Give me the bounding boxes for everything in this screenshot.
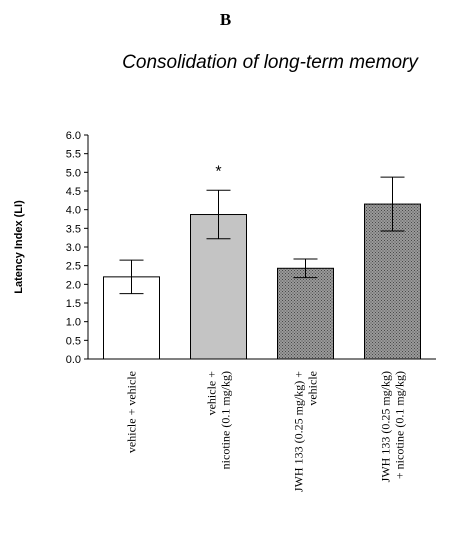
significance-marker: * [215, 163, 221, 180]
y-tick-label: 4.0 [66, 205, 81, 217]
y-tick-label: 2.0 [66, 279, 81, 291]
bar-4 [364, 203, 421, 360]
error-bar-1 [119, 259, 144, 295]
y-tick-label: 3.5 [66, 223, 81, 235]
x-tick-label: vehicle + vehicle [125, 371, 139, 453]
bar-3 [277, 267, 334, 360]
y-tick-label: 1.5 [66, 298, 81, 310]
y-tick-label: 2.5 [66, 261, 81, 273]
x-tick-label: JWH 133 (0.25 mg/kg) + [292, 371, 306, 492]
error-bar-2 [206, 189, 231, 240]
y-tick-label: 3.0 [66, 242, 81, 254]
error-bar-4 [380, 176, 405, 232]
x-tick-label: nicotine (0.1 mg/kg) [219, 371, 233, 469]
x-tick-label: vehicle [306, 371, 320, 406]
y-axis-label: Latency Index (LI) [13, 200, 25, 294]
panel-label: B [219, 10, 232, 29]
y-tick-label: 5.0 [66, 167, 81, 179]
chart-title: Consolidation of long-term memory [122, 52, 418, 73]
x-tick-label: + nicotine (0.1 mg/kg) [393, 371, 407, 479]
y-tick-label: 4.5 [66, 186, 81, 198]
y-tick-label: 0.5 [66, 335, 81, 347]
x-tick-label: JWH 133 (0.25 mg/kg) [379, 371, 393, 482]
x-tick-label: vehicle + [205, 371, 219, 416]
y-tick-label: 6.0 [66, 130, 81, 142]
y-tick-label: 5.5 [66, 149, 81, 161]
y-tick-label: 0.0 [66, 354, 81, 366]
y-tick-label: 1.0 [66, 317, 81, 329]
error-bar-3 [293, 258, 318, 279]
